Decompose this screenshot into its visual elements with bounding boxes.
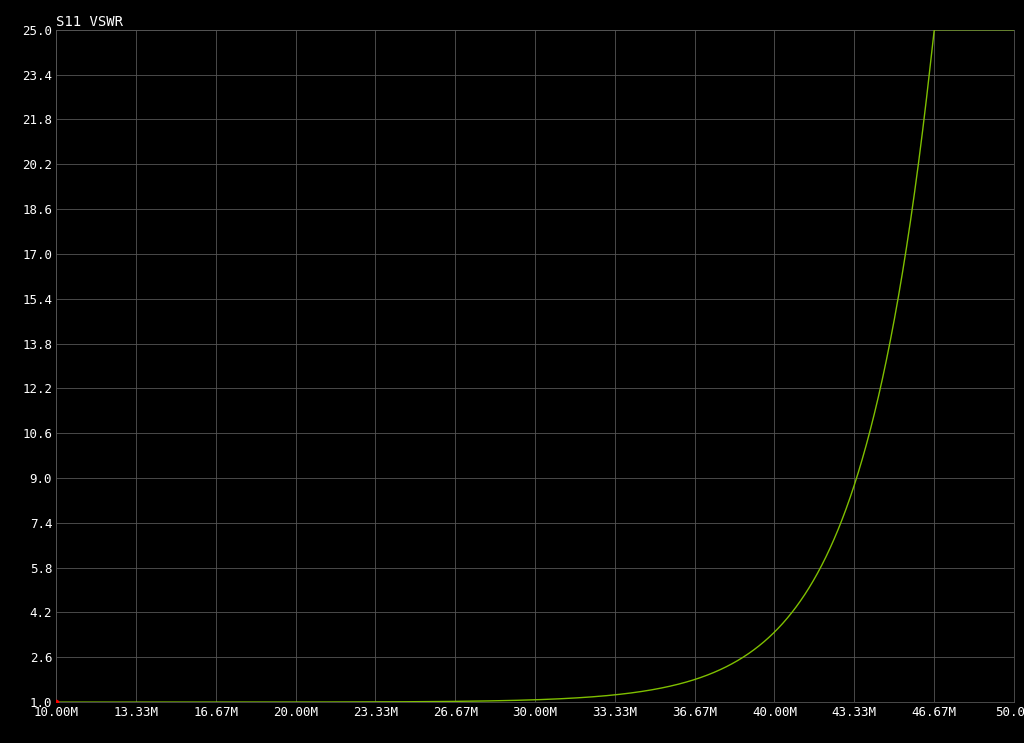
Text: S11 VSWR: S11 VSWR [56, 15, 123, 28]
